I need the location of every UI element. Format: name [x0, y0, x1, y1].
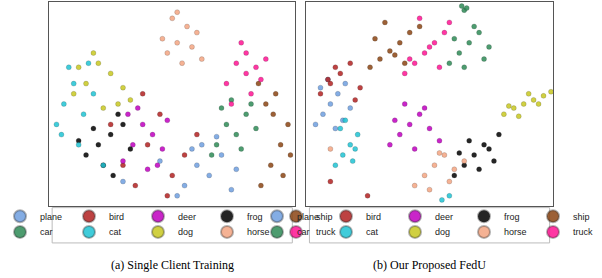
- svg-text:dog: dog: [178, 227, 193, 237]
- svg-text:plane: plane: [297, 212, 319, 222]
- svg-text:(a) Single Client Training: (a) Single Client Training: [111, 258, 234, 272]
- svg-text:deer: deer: [178, 212, 196, 222]
- svg-text:horse: horse: [504, 227, 527, 237]
- svg-text:horse: horse: [247, 227, 270, 237]
- svg-text:(b) Our Proposed FedU: (b) Our Proposed FedU: [373, 258, 486, 272]
- svg-text:car: car: [40, 227, 53, 237]
- svg-text:truck: truck: [316, 227, 336, 237]
- svg-text:frog: frog: [504, 212, 520, 222]
- svg-text:cat: cat: [366, 227, 379, 237]
- svg-text:bird: bird: [109, 212, 124, 222]
- svg-text:bird: bird: [366, 212, 381, 222]
- svg-text:deer: deer: [435, 212, 453, 222]
- svg-text:car: car: [297, 227, 310, 237]
- svg-text:truck: truck: [573, 227, 593, 237]
- svg-text:dog: dog: [435, 227, 450, 237]
- svg-text:plane: plane: [40, 212, 62, 222]
- svg-text:ship: ship: [316, 211, 333, 222]
- svg-text:cat: cat: [109, 227, 122, 237]
- svg-text:frog: frog: [247, 212, 263, 222]
- svg-text:ship: ship: [573, 212, 590, 222]
